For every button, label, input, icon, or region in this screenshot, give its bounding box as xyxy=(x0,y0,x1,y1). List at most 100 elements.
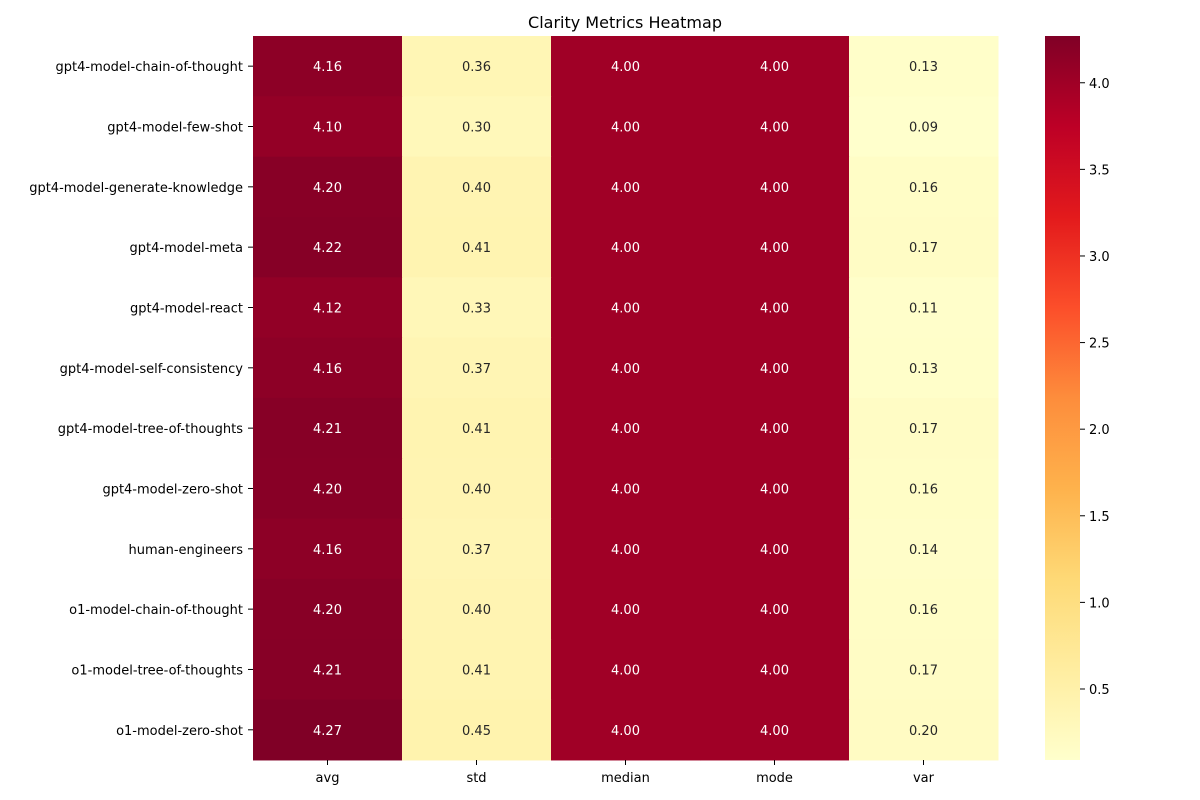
heatmap-cell xyxy=(551,216,701,278)
cell-value-label: 4.27 xyxy=(313,724,342,739)
cell-value-label: 0.33 xyxy=(462,301,491,316)
heatmap-cell xyxy=(849,458,999,520)
heatmap-cell xyxy=(849,156,999,218)
heatmap-cell xyxy=(402,36,552,97)
colorbar-gradient xyxy=(1045,36,1080,760)
cell-value-label: 0.41 xyxy=(462,422,491,437)
colorbar-tick-label: 4.0 xyxy=(1089,77,1110,92)
row-label: gpt4-model-meta xyxy=(130,241,243,256)
heatmap-cell xyxy=(700,578,850,640)
cell-value-label: 4.21 xyxy=(313,663,342,678)
heatmap-cell xyxy=(849,36,999,97)
heatmap-cell xyxy=(849,639,999,701)
heatmap-cell xyxy=(253,639,403,701)
cell-value-label: 0.09 xyxy=(909,120,938,135)
heatmap-cell xyxy=(253,699,403,761)
chart-title: Clarity Metrics Heatmap xyxy=(528,13,722,32)
cell-value-label: 4.00 xyxy=(760,362,789,377)
column-labels: avg std median mode var xyxy=(316,759,935,786)
heatmap-cell xyxy=(402,337,552,399)
cell-value-label: 4.00 xyxy=(760,422,789,437)
heatmap-cell xyxy=(551,96,701,158)
cell-value-label: 4.12 xyxy=(313,301,342,316)
cell-value-label: 4.00 xyxy=(760,603,789,618)
heatmap-cell xyxy=(402,578,552,640)
cell-value-label: 4.00 xyxy=(760,120,789,135)
heatmap-cell xyxy=(253,397,403,459)
heatmap-cell xyxy=(700,518,850,580)
heatmap-cell xyxy=(551,397,701,459)
row-label: gpt4-model-generate-knowledge xyxy=(29,181,243,196)
heatmap-cell xyxy=(253,458,403,520)
cell-value-label: 4.00 xyxy=(760,482,789,497)
colorbar-tick-label: 2.0 xyxy=(1089,423,1110,438)
heatmap-cell xyxy=(551,578,701,640)
cell-value-label: 0.41 xyxy=(462,663,491,678)
heatmap-cell xyxy=(849,518,999,580)
cell-value-label: 4.00 xyxy=(611,543,640,558)
cell-value-label: 4.20 xyxy=(313,482,342,497)
colorbar-tick-label: 0.5 xyxy=(1089,683,1110,698)
cell-value-label: 4.00 xyxy=(611,181,640,196)
cell-value-label: 4.00 xyxy=(611,663,640,678)
row-label: gpt4-model-react xyxy=(130,301,243,316)
cell-value-label: 0.16 xyxy=(909,603,938,618)
heatmap-cell xyxy=(849,337,999,399)
colorbar-tick-label: 1.5 xyxy=(1089,510,1110,525)
heatmap-cell xyxy=(849,96,999,158)
cell-value-label: 4.16 xyxy=(313,362,342,377)
heatmap-cell xyxy=(253,36,403,97)
cell-value-label: 0.40 xyxy=(462,482,491,497)
cell-value-label: 4.00 xyxy=(760,663,789,678)
heatmap-cell xyxy=(253,277,403,339)
colorbar-tick-label: 3.5 xyxy=(1089,163,1110,178)
cell-value-label: 0.16 xyxy=(909,181,938,196)
column-label: mode xyxy=(756,771,793,786)
colorbar-tick-label: 2.5 xyxy=(1089,337,1110,352)
heatmap-cell xyxy=(551,458,701,520)
cell-value-label: 4.00 xyxy=(760,60,789,75)
cell-value-label: 4.00 xyxy=(760,241,789,256)
heatmap-cell xyxy=(849,578,999,640)
cell-value-label: 4.00 xyxy=(760,301,789,316)
cell-value-label: 4.00 xyxy=(611,724,640,739)
cell-value-label: 0.17 xyxy=(909,241,938,256)
cell-value-label: 0.11 xyxy=(909,301,938,316)
heatmap-cell xyxy=(402,216,552,278)
column-label: median xyxy=(601,771,650,786)
cell-value-label: 4.00 xyxy=(760,543,789,558)
cell-value-label: 4.00 xyxy=(611,362,640,377)
cell-value-label: 0.14 xyxy=(909,543,938,558)
cell-value-label: 0.13 xyxy=(909,60,938,75)
heatmap-cell xyxy=(700,277,850,339)
cell-value-label: 0.45 xyxy=(462,724,491,739)
cell-value-label: 0.37 xyxy=(462,543,491,558)
cell-value-label: 4.21 xyxy=(313,422,342,437)
heatmap-cell xyxy=(402,156,552,218)
heatmap-cell xyxy=(402,277,552,339)
heatmap-cell xyxy=(849,699,999,761)
cell-value-label: 0.17 xyxy=(909,422,938,437)
heatmap-cell xyxy=(253,518,403,580)
heatmap-cell xyxy=(551,699,701,761)
cell-value-label: 4.00 xyxy=(611,482,640,497)
cell-value-label: 0.20 xyxy=(909,724,938,739)
heatmap-cell xyxy=(551,337,701,399)
cell-value-label: 4.22 xyxy=(313,241,342,256)
cell-value-label: 4.00 xyxy=(611,603,640,618)
cell-value-label: 4.20 xyxy=(313,181,342,196)
heatmap-cell xyxy=(700,397,850,459)
row-label: o1-model-zero-shot xyxy=(116,724,243,739)
cell-value-label: 4.00 xyxy=(760,181,789,196)
cell-value-label: 0.37 xyxy=(462,362,491,377)
colorbar-tick-label: 3.0 xyxy=(1089,250,1110,265)
heatmap-cell xyxy=(402,397,552,459)
cell-value-label: 0.16 xyxy=(909,482,938,497)
heatmap-cell xyxy=(849,277,999,339)
heatmap-cell xyxy=(253,156,403,218)
heatmap-cell xyxy=(849,397,999,459)
cell-value-label: 4.00 xyxy=(611,422,640,437)
heatmap-cell xyxy=(402,96,552,158)
heatmap-cell xyxy=(402,699,552,761)
